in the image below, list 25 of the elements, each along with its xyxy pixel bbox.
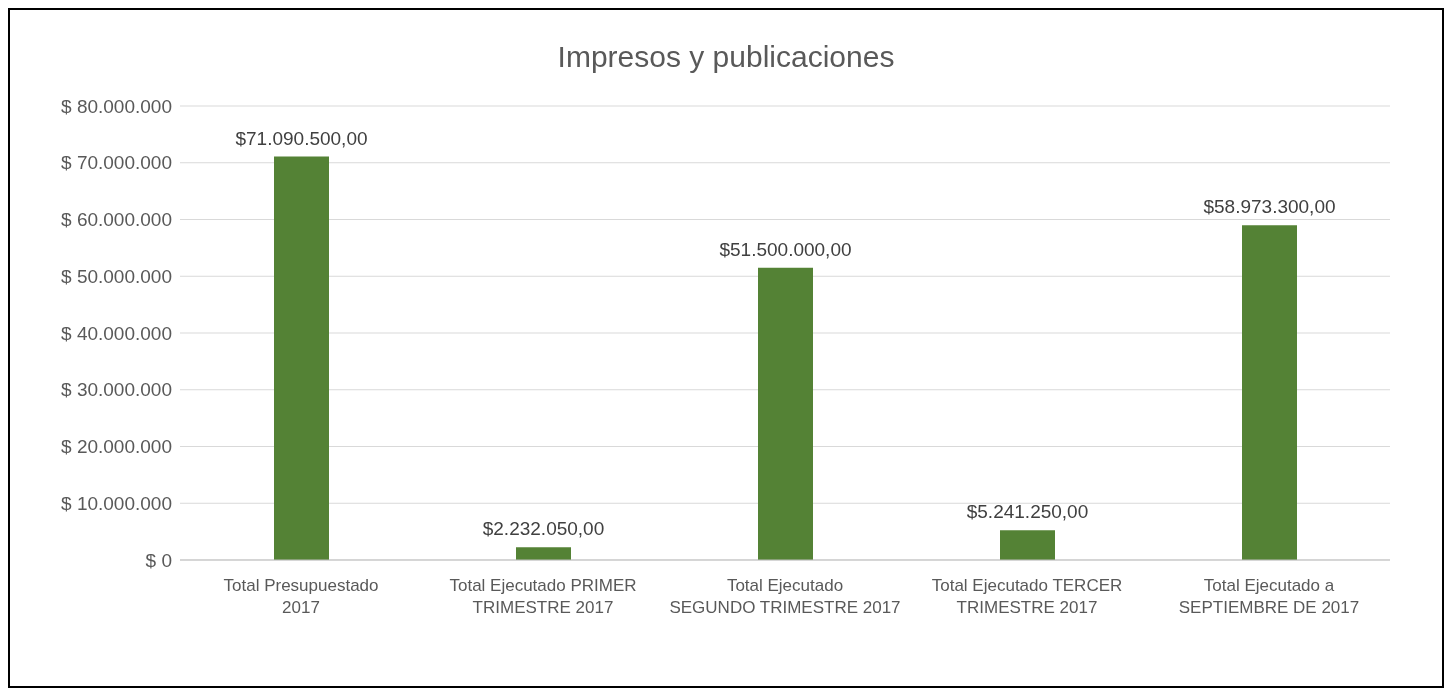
- y-tick-label: $ 80.000.000: [61, 95, 172, 117]
- chart-title: Impresos y publicaciones: [556, 40, 896, 74]
- x-tick-label: Total Ejecutado PRIMER TRIMESTRE 2017: [449, 576, 637, 617]
- data-label: $5.241.250,00: [966, 501, 1089, 523]
- y-tick-label: $ 60.000.000: [61, 209, 172, 231]
- data-label: $2.232.050,00: [482, 518, 605, 540]
- y-tick-label: $ 50.000.000: [61, 265, 172, 287]
- x-tick-label: Total Ejecutado TERCER TRIMESTRE 2017: [931, 576, 1123, 617]
- x-tick-label: Total Ejecutado a SEPTIEMBRE DE 2017: [1178, 576, 1360, 617]
- bar: [1242, 225, 1297, 560]
- data-label: $58.973.300,00: [1203, 196, 1336, 218]
- y-tick-label: $ 20.000.000: [61, 436, 172, 458]
- bar: [516, 547, 571, 560]
- x-tick-label: Total Ejecutado SEGUNDO TRIMESTRE 2017: [669, 576, 901, 617]
- y-tick-label: $ 10.000.000: [61, 492, 172, 514]
- y-tick-label: $ 70.000.000: [61, 152, 172, 174]
- y-tick-label: $ 40.000.000: [61, 322, 172, 344]
- bar: [1000, 530, 1055, 560]
- y-tick-label: $ 0: [145, 549, 172, 571]
- bar: [274, 156, 329, 560]
- bar: [758, 267, 813, 560]
- data-label: $51.500.000,00: [719, 238, 852, 260]
- data-label: $71.090.500,00: [235, 127, 368, 149]
- x-tick-label: Total Presupuestado 2017: [223, 576, 379, 617]
- y-tick-label: $ 30.000.000: [61, 379, 172, 401]
